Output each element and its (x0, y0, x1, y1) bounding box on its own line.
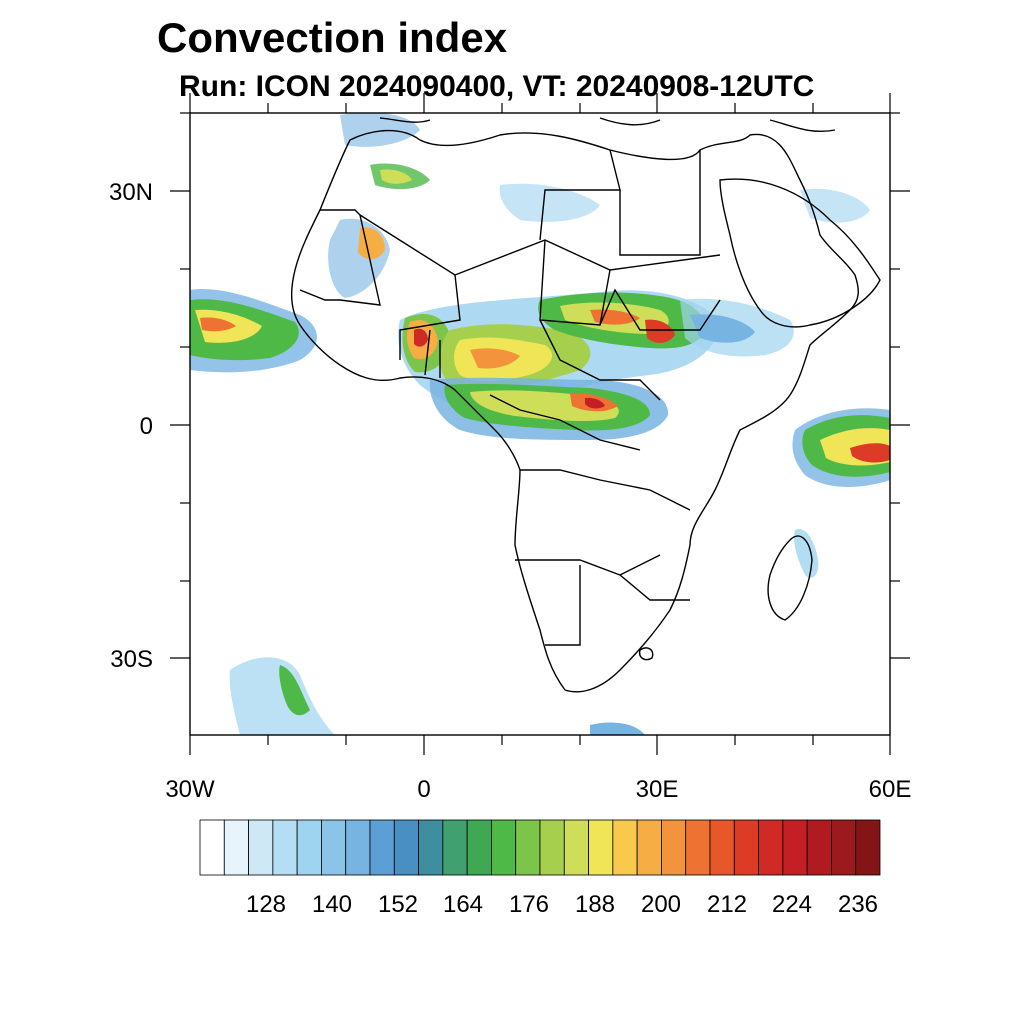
colorbar-label: 224 (772, 891, 812, 918)
map-title: Convection index (157, 14, 508, 61)
colorbar-label: 152 (378, 891, 418, 918)
colorbar-swatch (733, 819, 759, 876)
colorbar-swatch (321, 819, 347, 876)
colorbar-swatch (685, 819, 711, 876)
colorbar-swatch (563, 819, 589, 876)
colorbar-swatch (515, 819, 541, 876)
colorbar-label: 128 (246, 891, 286, 918)
colorbar-swatch (223, 819, 249, 876)
colorbar-swatch (442, 819, 468, 876)
colorbar-swatch (466, 819, 492, 876)
colorbar-swatch (661, 819, 687, 876)
lat-label-30n: 30N (109, 179, 153, 206)
lon-ticks (189, 93, 891, 755)
colorbar-label: 164 (443, 891, 483, 918)
colorbar-labels: 128 140 152 164 176 188 200 212 224 236 (246, 891, 878, 918)
colorbar-swatch (758, 819, 784, 876)
lat-ticks (170, 112, 910, 659)
colorbar-swatch (539, 819, 565, 876)
colorbar (199, 819, 881, 876)
colorbar-swatch (612, 819, 638, 876)
colorbar-swatch (248, 819, 274, 876)
lon-label-0: 0 (417, 776, 430, 803)
colorbar-swatch (345, 819, 371, 876)
colorbar-label: 212 (707, 891, 747, 918)
colorbar-swatch (806, 819, 832, 876)
colorbar-swatch (393, 819, 419, 876)
convection-field (190, 113, 890, 735)
colorbar-label: 188 (575, 891, 615, 918)
colorbar-swatch (782, 819, 808, 876)
lat-label-30s: 30S (110, 646, 153, 673)
colorbar-swatch (491, 819, 517, 876)
colorbar-swatch (855, 819, 881, 876)
lon-label-30w: 30W (165, 776, 215, 803)
colorbar-swatch (709, 819, 735, 876)
colorbar-swatch (418, 819, 444, 876)
colorbar-swatch (369, 819, 395, 876)
colorbar-swatch (272, 819, 298, 876)
colorbar-label: 176 (509, 891, 549, 918)
lat-label-0: 0 (140, 413, 153, 440)
colorbar-label: 236 (838, 891, 878, 918)
map-frame (189, 112, 891, 736)
colorbar-swatch (588, 819, 614, 876)
map-subtitle: Run: ICON 2024090400, VT: 20240908-12UTC (179, 70, 815, 103)
colorbar-swatch (636, 819, 662, 876)
colorbar-label: 200 (641, 891, 681, 918)
lon-label-30e: 30E (636, 776, 679, 803)
coastlines-borders (291, 117, 881, 693)
colorbar-swatch (296, 819, 322, 876)
lon-label-60e: 60E (869, 776, 912, 803)
colorbar-label: 140 (312, 891, 352, 918)
colorbar-swatch (831, 819, 857, 876)
colorbar-swatch (199, 819, 225, 876)
